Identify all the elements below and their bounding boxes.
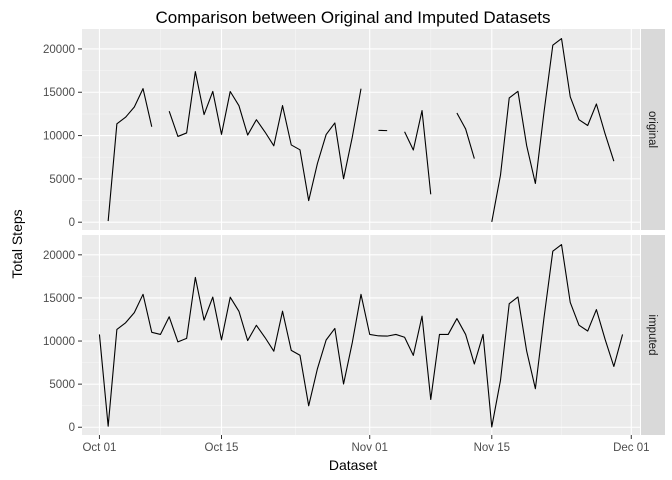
y-axis-title: Total Steps xyxy=(9,209,25,278)
y-tick-label: 10000 xyxy=(43,336,75,348)
facet-strip-label: original xyxy=(646,111,658,148)
x-tick-label: Dec 01 xyxy=(613,442,649,454)
x-tick-label: Nov 01 xyxy=(352,442,388,454)
x-tick-label: Oct 01 xyxy=(82,442,116,454)
x-tick-label: Oct 15 xyxy=(205,442,239,454)
y-tick-label: 15000 xyxy=(43,87,75,99)
series-line-original xyxy=(107,38,615,222)
facet-strip-label: imputed xyxy=(646,315,658,356)
panels-layer: 0 5000 10000 15000 20000 original 0 5000 10000 15… xyxy=(43,29,665,435)
series-line-imputed xyxy=(98,243,624,428)
y-tick-label: 20000 xyxy=(43,250,75,262)
panel-background xyxy=(82,29,640,230)
panel-original: 0 5000 10000 15000 20000 original xyxy=(43,29,665,230)
y-tick-label: 20000 xyxy=(43,44,75,56)
y-tick-label: 0 xyxy=(69,217,75,229)
x-axis-title: Dataset xyxy=(329,457,377,473)
facet-strip xyxy=(641,29,665,230)
y-tick-label: 5000 xyxy=(49,379,75,391)
chart-title: Comparison between Original and Imputed … xyxy=(156,8,551,27)
facet-strip xyxy=(641,235,665,435)
x-tick-label: Nov 15 xyxy=(474,442,510,454)
panel-background xyxy=(82,235,640,435)
panel-imputed: 0 5000 10000 15000 20000 imputed xyxy=(43,235,665,435)
y-tick-label: 15000 xyxy=(43,293,75,305)
y-tick-label: 5000 xyxy=(49,174,75,186)
x-axis: Oct 01 Oct 15 Nov 01 Nov 15 Dec 01 xyxy=(82,435,650,454)
y-tick-label: 10000 xyxy=(43,131,75,143)
y-tick-label: 0 xyxy=(69,422,75,434)
